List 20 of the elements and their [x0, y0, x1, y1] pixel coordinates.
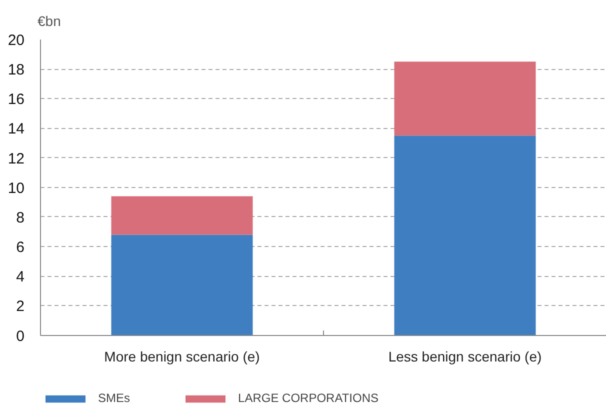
y-tick-label: 18: [8, 62, 25, 79]
y-tick-label: 16: [8, 91, 25, 108]
y-tick-label: 4: [16, 268, 24, 286]
y-tick-label: 14: [8, 120, 25, 138]
bar: [394, 136, 536, 336]
y-tick-label: 20: [8, 32, 25, 49]
legend-label: SMEs: [98, 391, 130, 405]
x-tick-label: Less benign scenario (e): [388, 348, 542, 364]
y-axis-title: €bn: [38, 13, 61, 29]
bar: [111, 196, 253, 235]
bar: [111, 234, 253, 336]
y-tick-label: 10: [8, 180, 25, 197]
y-tick-label: 2: [16, 298, 24, 316]
y-tick-label: 12: [8, 150, 25, 168]
legend-label: LARGE CORPORATIONS: [238, 391, 378, 405]
y-tick-label: 0: [16, 328, 24, 345]
y-tick-label: 8: [16, 209, 24, 226]
x-tick-label: More benign scenario (e): [104, 348, 260, 364]
bar: [394, 62, 536, 136]
y-tick-label: 6: [16, 239, 24, 256]
